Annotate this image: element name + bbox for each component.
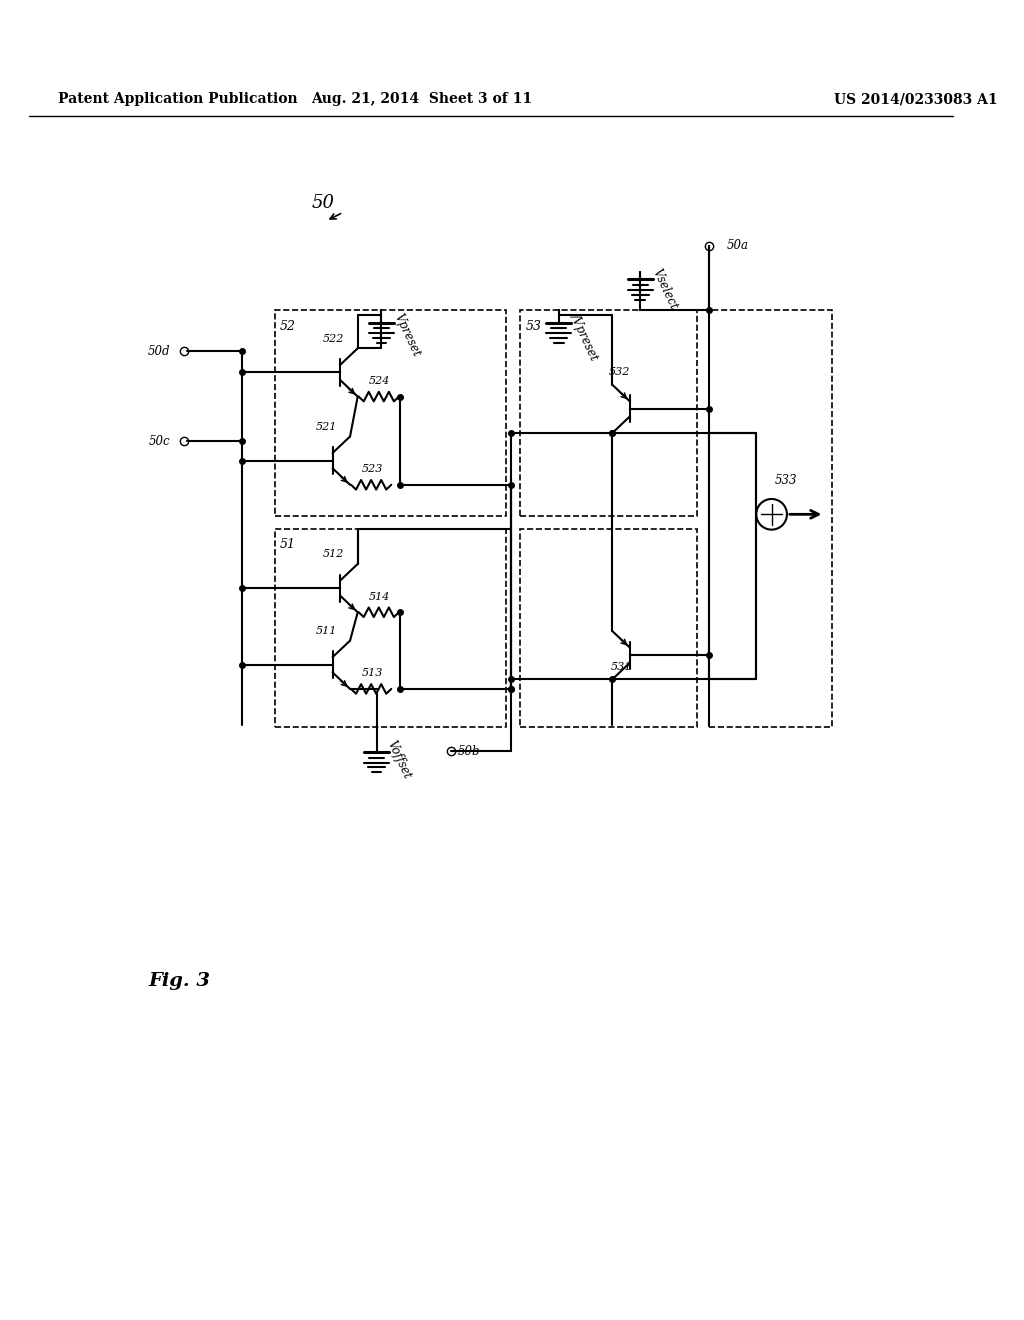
Bar (520, 529, 697, 727)
Text: Patent Application Publication: Patent Application Publication (57, 92, 297, 107)
Text: 50c: 50c (148, 436, 171, 447)
Text: 511: 511 (315, 626, 337, 636)
Text: Aug. 21, 2014  Sheet 3 of 11: Aug. 21, 2014 Sheet 3 of 11 (311, 92, 532, 107)
Text: Vselect: Vselect (650, 267, 680, 312)
Text: /Vpreset: /Vpreset (568, 312, 601, 362)
Text: 512: 512 (323, 549, 344, 560)
Text: 53: 53 (525, 319, 542, 333)
Text: 513: 513 (361, 668, 383, 678)
Bar (520, 310, 697, 516)
Text: 50a: 50a (727, 239, 749, 252)
Text: 50b: 50b (458, 744, 480, 758)
Text: 532: 532 (608, 367, 630, 378)
Bar (275, 310, 506, 516)
Text: 52: 52 (280, 319, 296, 333)
Text: Fig. 3: Fig. 3 (148, 972, 211, 990)
Text: 523: 523 (361, 465, 383, 474)
Text: Vpreset: Vpreset (391, 312, 423, 359)
Text: Voffset: Voffset (384, 739, 414, 781)
Text: 51: 51 (280, 539, 296, 552)
Text: 521: 521 (315, 422, 337, 432)
Text: 50: 50 (311, 194, 335, 211)
Text: 514: 514 (370, 591, 390, 602)
Text: 533: 533 (774, 474, 797, 487)
Bar (710, 310, 831, 727)
Text: US 2014/0233083 A1: US 2014/0233083 A1 (834, 92, 997, 107)
Text: 522: 522 (323, 334, 344, 343)
Text: 50d: 50d (148, 345, 171, 358)
Text: 531: 531 (610, 661, 632, 672)
Bar (275, 529, 506, 727)
Text: 524: 524 (370, 376, 390, 387)
